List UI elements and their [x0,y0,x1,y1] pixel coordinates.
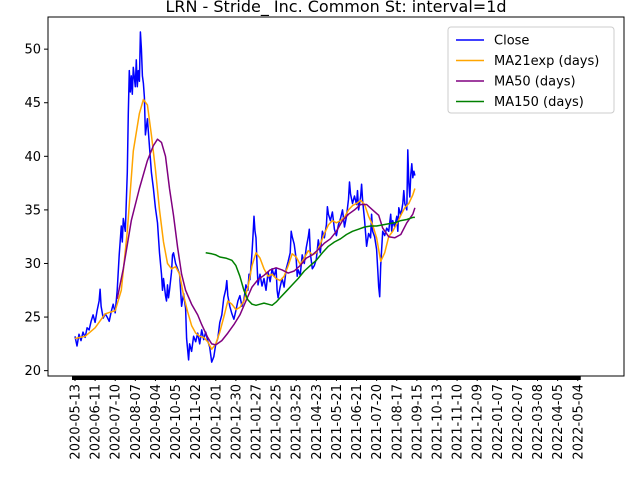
y-tick-label: 30 [24,257,41,272]
x-tick-label: 2020-10-05 [169,384,184,460]
x-tick-label: 2022-01-07 [491,384,506,460]
x-tick-label: 2021-08-17 [390,384,405,460]
x-tick-label: 2021-01-27 [249,384,264,460]
x-tick-label: 2021-09-15 [410,384,425,460]
series-line-ma150-days [205,216,415,307]
x-tick-label: 2022-05-04 [571,384,586,460]
y-tick-label: 20 [24,364,41,379]
x-tick-label: 2020-07-10 [109,384,124,460]
x-tick-label: 2021-10-13 [430,384,445,460]
x-tick-label: 2022-02-07 [511,384,526,460]
y-tick-label: 25 [24,311,41,326]
x-tick-label: 2021-07-20 [370,384,385,460]
x-tick-label: 2022-04-05 [551,384,566,460]
x-tick-label: 2021-02-25 [270,384,285,460]
y-tick-label: 50 [24,43,41,58]
legend: Close MA21exp (days) MA50 (days) MA150 (day… [447,26,615,114]
y-tick-label: 35 [24,203,41,218]
legend-label: Close [494,34,529,49]
x-tick-label: 2021-06-21 [350,384,365,460]
x-tick-label: 2021-03-25 [290,384,305,460]
x-tick-label: 2020-08-07 [129,384,144,460]
x-tick-label: 2020-09-04 [149,384,164,460]
y-tick-label: 40 [24,150,41,165]
x-tick-label: 2022-03-08 [531,384,546,460]
chart-title: LRN - Stride_ Inc. Common St: interval=1… [165,0,506,17]
legend-box [447,26,615,114]
x-tick-label: 2021-11-10 [451,384,466,460]
y-tick-label: 45 [24,96,41,111]
series-line-ma21exp-days [74,98,416,350]
series-line-ma50-days [116,138,416,346]
x-tick-label: 2021-05-21 [330,384,345,460]
plot-area [74,31,416,363]
x-axis-dense-ticks [72,376,581,380]
x-tick-label: 2021-04-23 [310,384,325,460]
x-tick-label: 2020-12-30 [229,384,244,460]
x-tick-label: 2021-12-09 [471,384,486,460]
legend-label: MA150 (days) [494,95,584,110]
x-tick-label: 2020-06-11 [89,384,104,460]
series-line-close [74,31,416,363]
axes: 20 25 30 35 40 45 50 2020-05-13 2020-06-11 2020-0… [24,16,625,460]
x-tick-label: 2020-12-01 [209,384,224,460]
x-tick-label: 2020-05-13 [69,384,84,460]
x-tick-label: 2020-11-02 [189,384,204,460]
legend-label: MA50 (days) [494,75,576,90]
legend-label: MA21exp (days) [494,54,599,69]
